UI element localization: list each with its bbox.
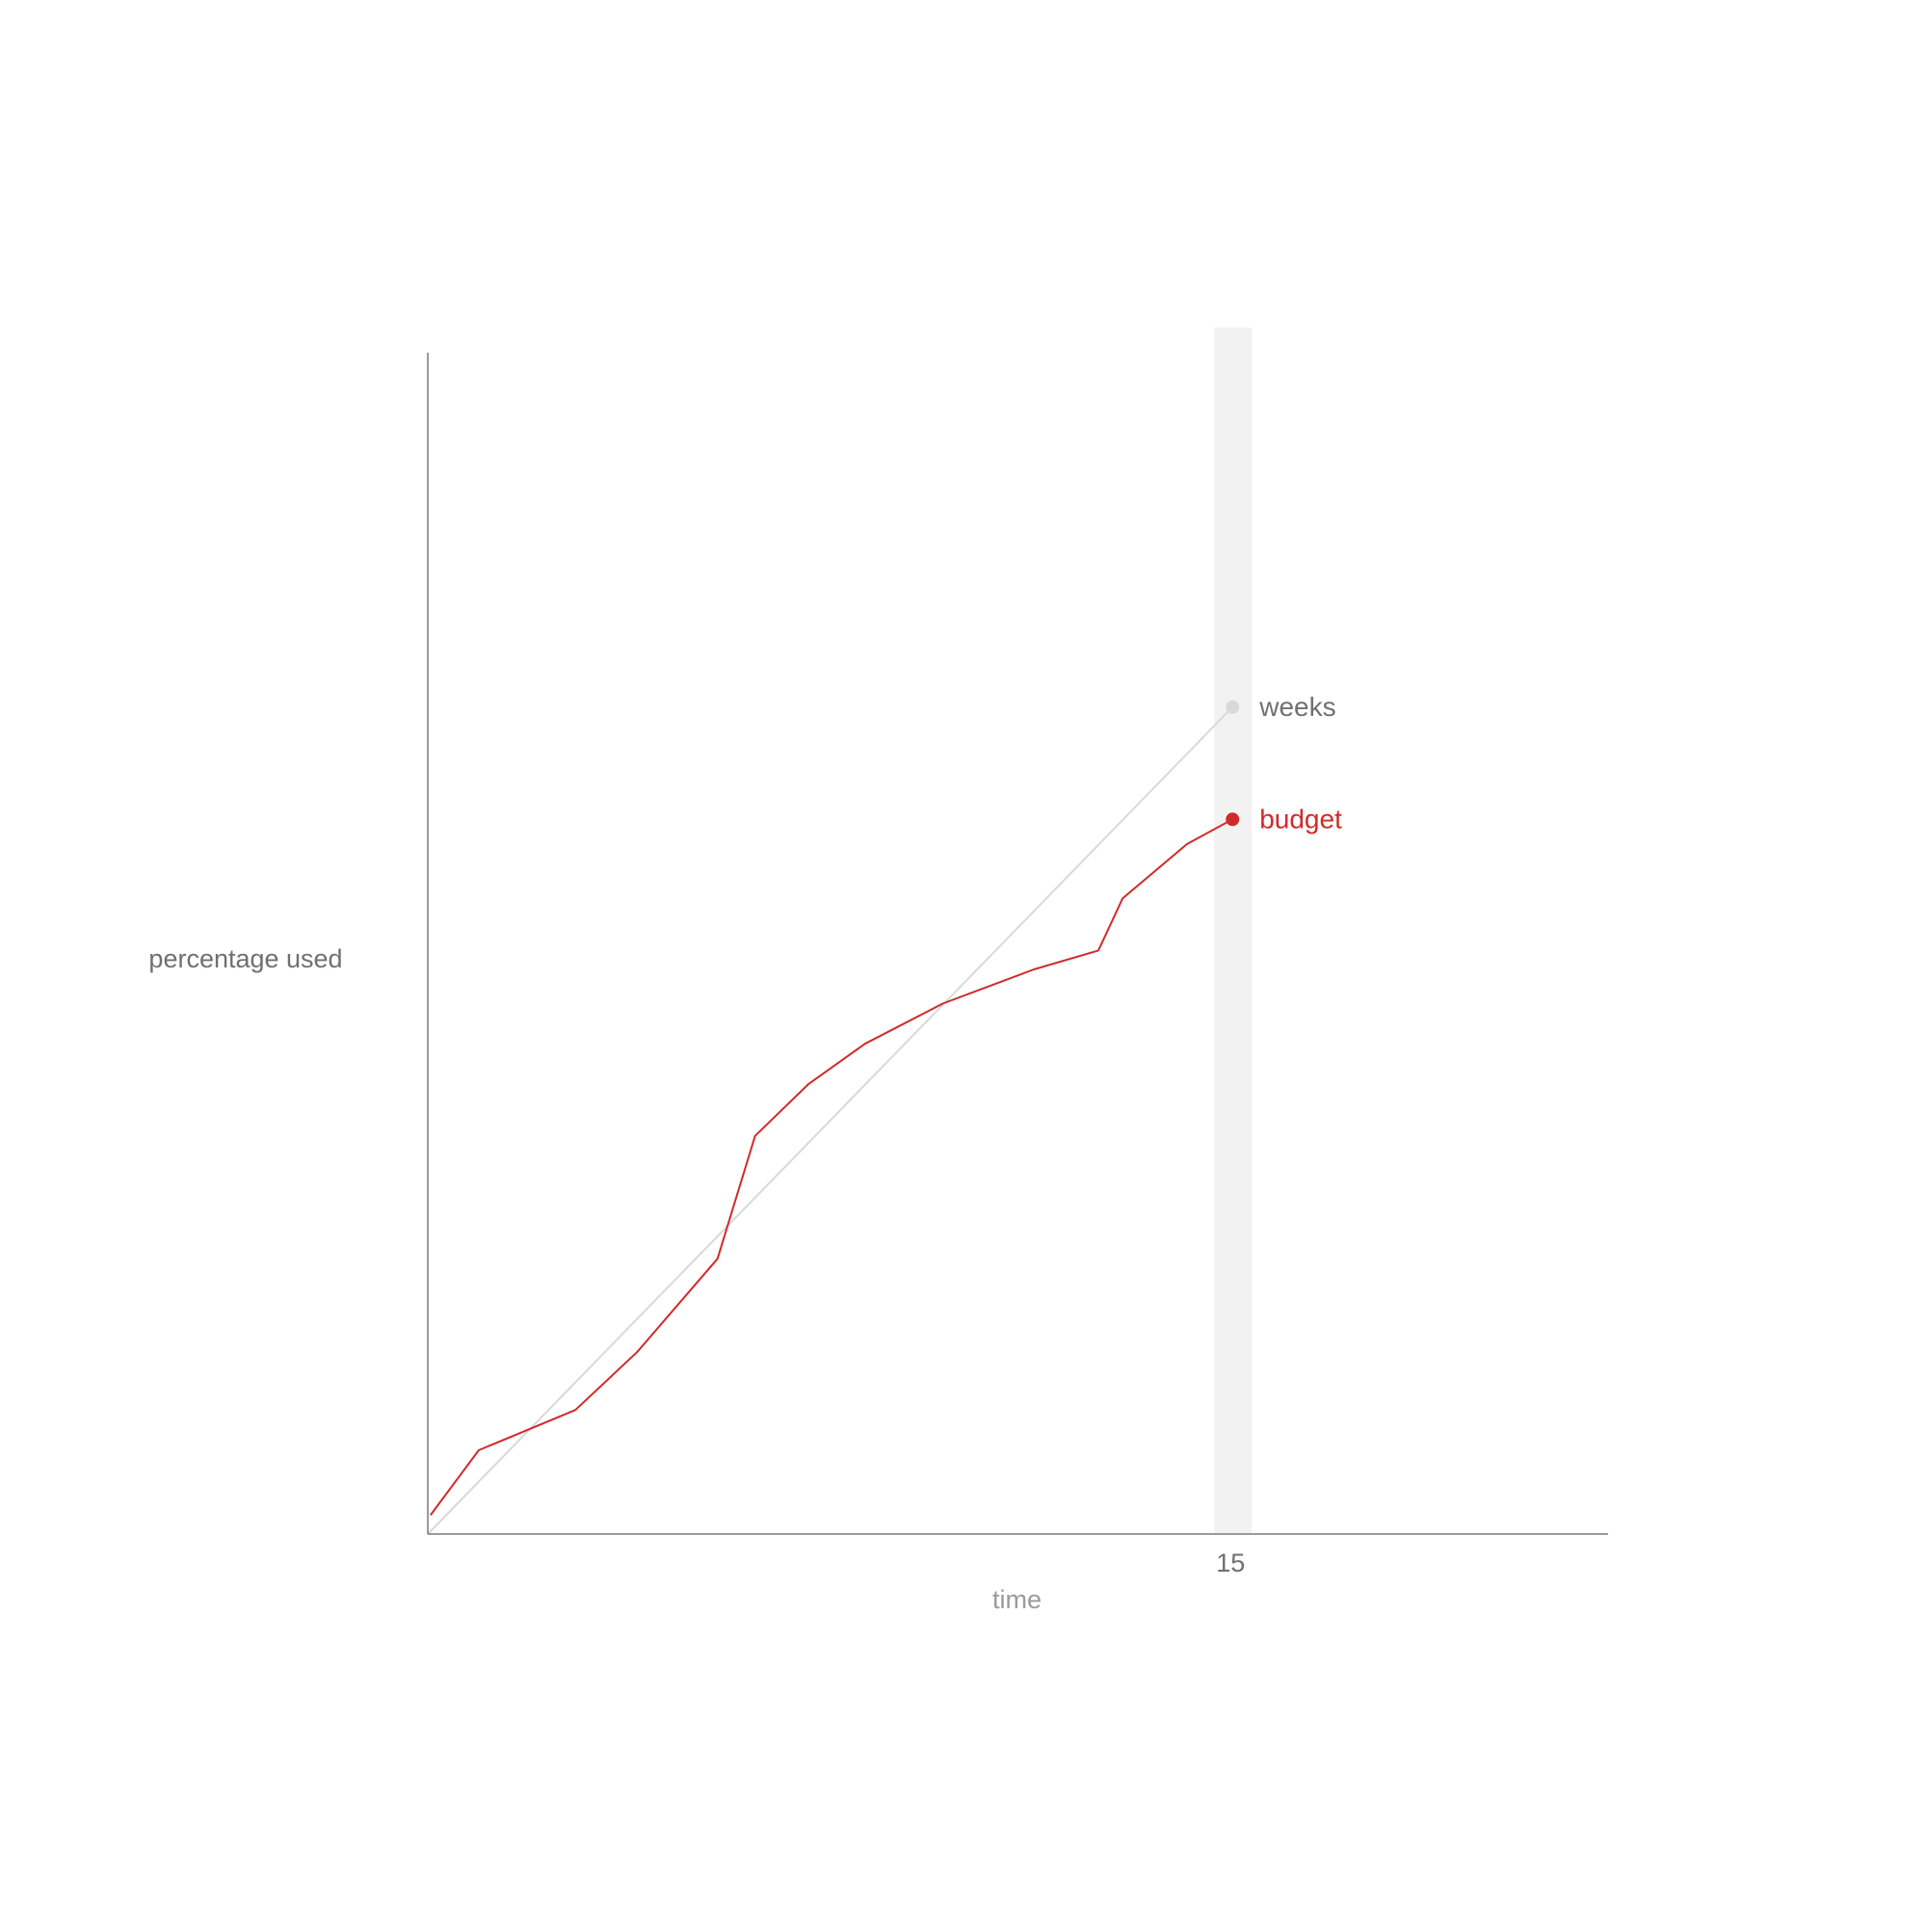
x-tick-layer: 15 — [1216, 1548, 1245, 1577]
series-layer: weeks budget — [427, 692, 1342, 1535]
x-axis-label: time — [992, 1585, 1042, 1614]
highlight-band — [1214, 328, 1253, 1534]
budget-end-point — [1226, 812, 1240, 827]
weeks-series-line — [427, 706, 1233, 1535]
weeks-end-point — [1226, 700, 1240, 714]
budget-series-line — [429, 818, 1233, 1516]
weeks-series-label: weeks — [1258, 692, 1335, 722]
y-axis-label: percentage used — [148, 944, 342, 973]
x-tick-label: 15 — [1216, 1548, 1245, 1577]
budget-series-label: budget — [1259, 804, 1342, 834]
